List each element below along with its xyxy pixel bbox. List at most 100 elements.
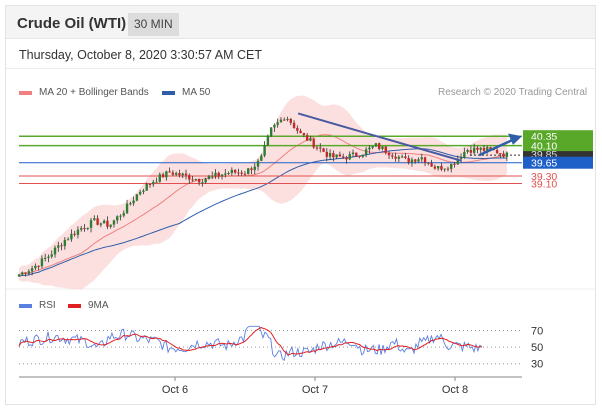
candle-body [76, 229, 80, 235]
candle-body [410, 159, 414, 163]
candle-body [338, 154, 342, 157]
candle-body [27, 271, 31, 274]
candle-body [63, 239, 67, 246]
candle-body [283, 119, 286, 121]
candle-body [178, 173, 181, 176]
candle-body [505, 152, 509, 157]
candle-body [269, 127, 273, 136]
candle-body [486, 147, 489, 151]
candle-body [250, 168, 253, 171]
candle-body [47, 256, 50, 258]
candle-body [34, 265, 37, 269]
candle-body [476, 147, 479, 150]
x-tick-label-1: Oct 7 [302, 384, 328, 396]
candle-body [83, 228, 86, 230]
candle-body [273, 124, 276, 128]
candle-body [60, 245, 63, 247]
candle-body [463, 151, 466, 158]
legend-rsi-label: RSI [39, 300, 56, 311]
legend-ma50-swatch [162, 90, 175, 95]
legend-ma50-label: MA 50 [182, 87, 211, 98]
candle-body [453, 163, 456, 165]
candle-body [214, 172, 217, 176]
price-tag-40.10 [523, 139, 593, 152]
candle-body [397, 156, 401, 159]
candle-body [181, 173, 184, 176]
candle-body [93, 218, 96, 221]
candle-body [53, 247, 57, 255]
candle-body [37, 265, 40, 267]
candle-body [204, 178, 207, 183]
candle-body [119, 215, 122, 217]
candle-body [260, 155, 263, 161]
candle-body [469, 150, 473, 153]
candle-body [446, 168, 450, 170]
candle-body [325, 151, 329, 157]
candle-body [201, 182, 204, 184]
candle-body [404, 156, 407, 159]
widget-header: Crude Oil (WTI) [6, 6, 595, 39]
ma20-line [18, 134, 508, 275]
candle-body [43, 257, 47, 259]
candle-body [86, 227, 89, 229]
x-tick-label-0: Oct 6 [162, 384, 188, 396]
candle-body [50, 254, 53, 257]
candle-body [233, 169, 237, 173]
candle-body [495, 150, 499, 154]
candle-body [57, 245, 60, 248]
candle-body [328, 153, 332, 157]
projection-arrow-head [508, 133, 522, 145]
candle-body [106, 220, 109, 227]
candle-body [165, 171, 168, 178]
candle-body [253, 166, 256, 171]
candle-body [348, 154, 351, 160]
candle-body [482, 147, 486, 151]
candle-body [220, 174, 224, 177]
candle-body [266, 135, 270, 146]
candle-body [161, 174, 165, 178]
candle-body [263, 145, 266, 156]
candle-body [132, 200, 135, 204]
candle-body [210, 175, 214, 177]
candle-body [502, 153, 505, 157]
candle-body [433, 166, 437, 169]
price-label-39.30: 39.30 [531, 171, 557, 183]
candle-body [194, 179, 198, 181]
candle-body [472, 147, 476, 153]
legend-9ma-label: 9MA [88, 300, 109, 311]
candle-body [155, 181, 158, 183]
candle-body [21, 272, 24, 275]
projection-arrow [478, 137, 516, 157]
candle-body [499, 153, 502, 155]
candle-body [129, 203, 132, 205]
candle-body [96, 218, 99, 225]
candle-body [299, 130, 302, 133]
candle-body [315, 147, 319, 149]
candle-body [345, 157, 348, 160]
legend-ma20: MA 20 + Bollinger Bands [19, 87, 149, 98]
price-label-39.10: 39.10 [531, 179, 557, 191]
candle-body [355, 152, 358, 157]
candle-body [341, 156, 345, 158]
candle-body [184, 173, 188, 176]
timestamp: Thursday, October 8, 2020 3:30:57 AM CET [19, 48, 262, 62]
timeframe-badge[interactable]: 30 MIN [128, 13, 179, 36]
candle-body [407, 158, 410, 163]
candle-body [289, 118, 292, 123]
candle-body [224, 173, 227, 175]
rsi-tick-70: 70 [531, 325, 543, 337]
candle-body [394, 156, 397, 159]
legend-9ma-swatch [68, 303, 81, 308]
candle-body [440, 165, 443, 170]
rsi-9ma-line [18, 326, 482, 356]
candle-body [158, 174, 162, 182]
candle-body [122, 213, 125, 216]
candle-body [387, 152, 391, 156]
price-label-40.10: 40.10 [531, 141, 557, 153]
candle-body [489, 147, 492, 150]
candle-body [332, 153, 335, 158]
candle-body [296, 127, 299, 131]
candle-body [279, 119, 283, 123]
price-label-39.65: 39.65 [531, 158, 557, 170]
candle-body [423, 157, 427, 163]
